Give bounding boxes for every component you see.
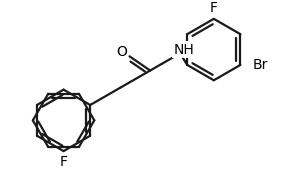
Text: F: F [210, 1, 218, 15]
Text: F: F [60, 155, 67, 169]
Text: O: O [116, 45, 127, 59]
Text: Br: Br [252, 58, 268, 72]
Text: NH: NH [173, 43, 194, 57]
